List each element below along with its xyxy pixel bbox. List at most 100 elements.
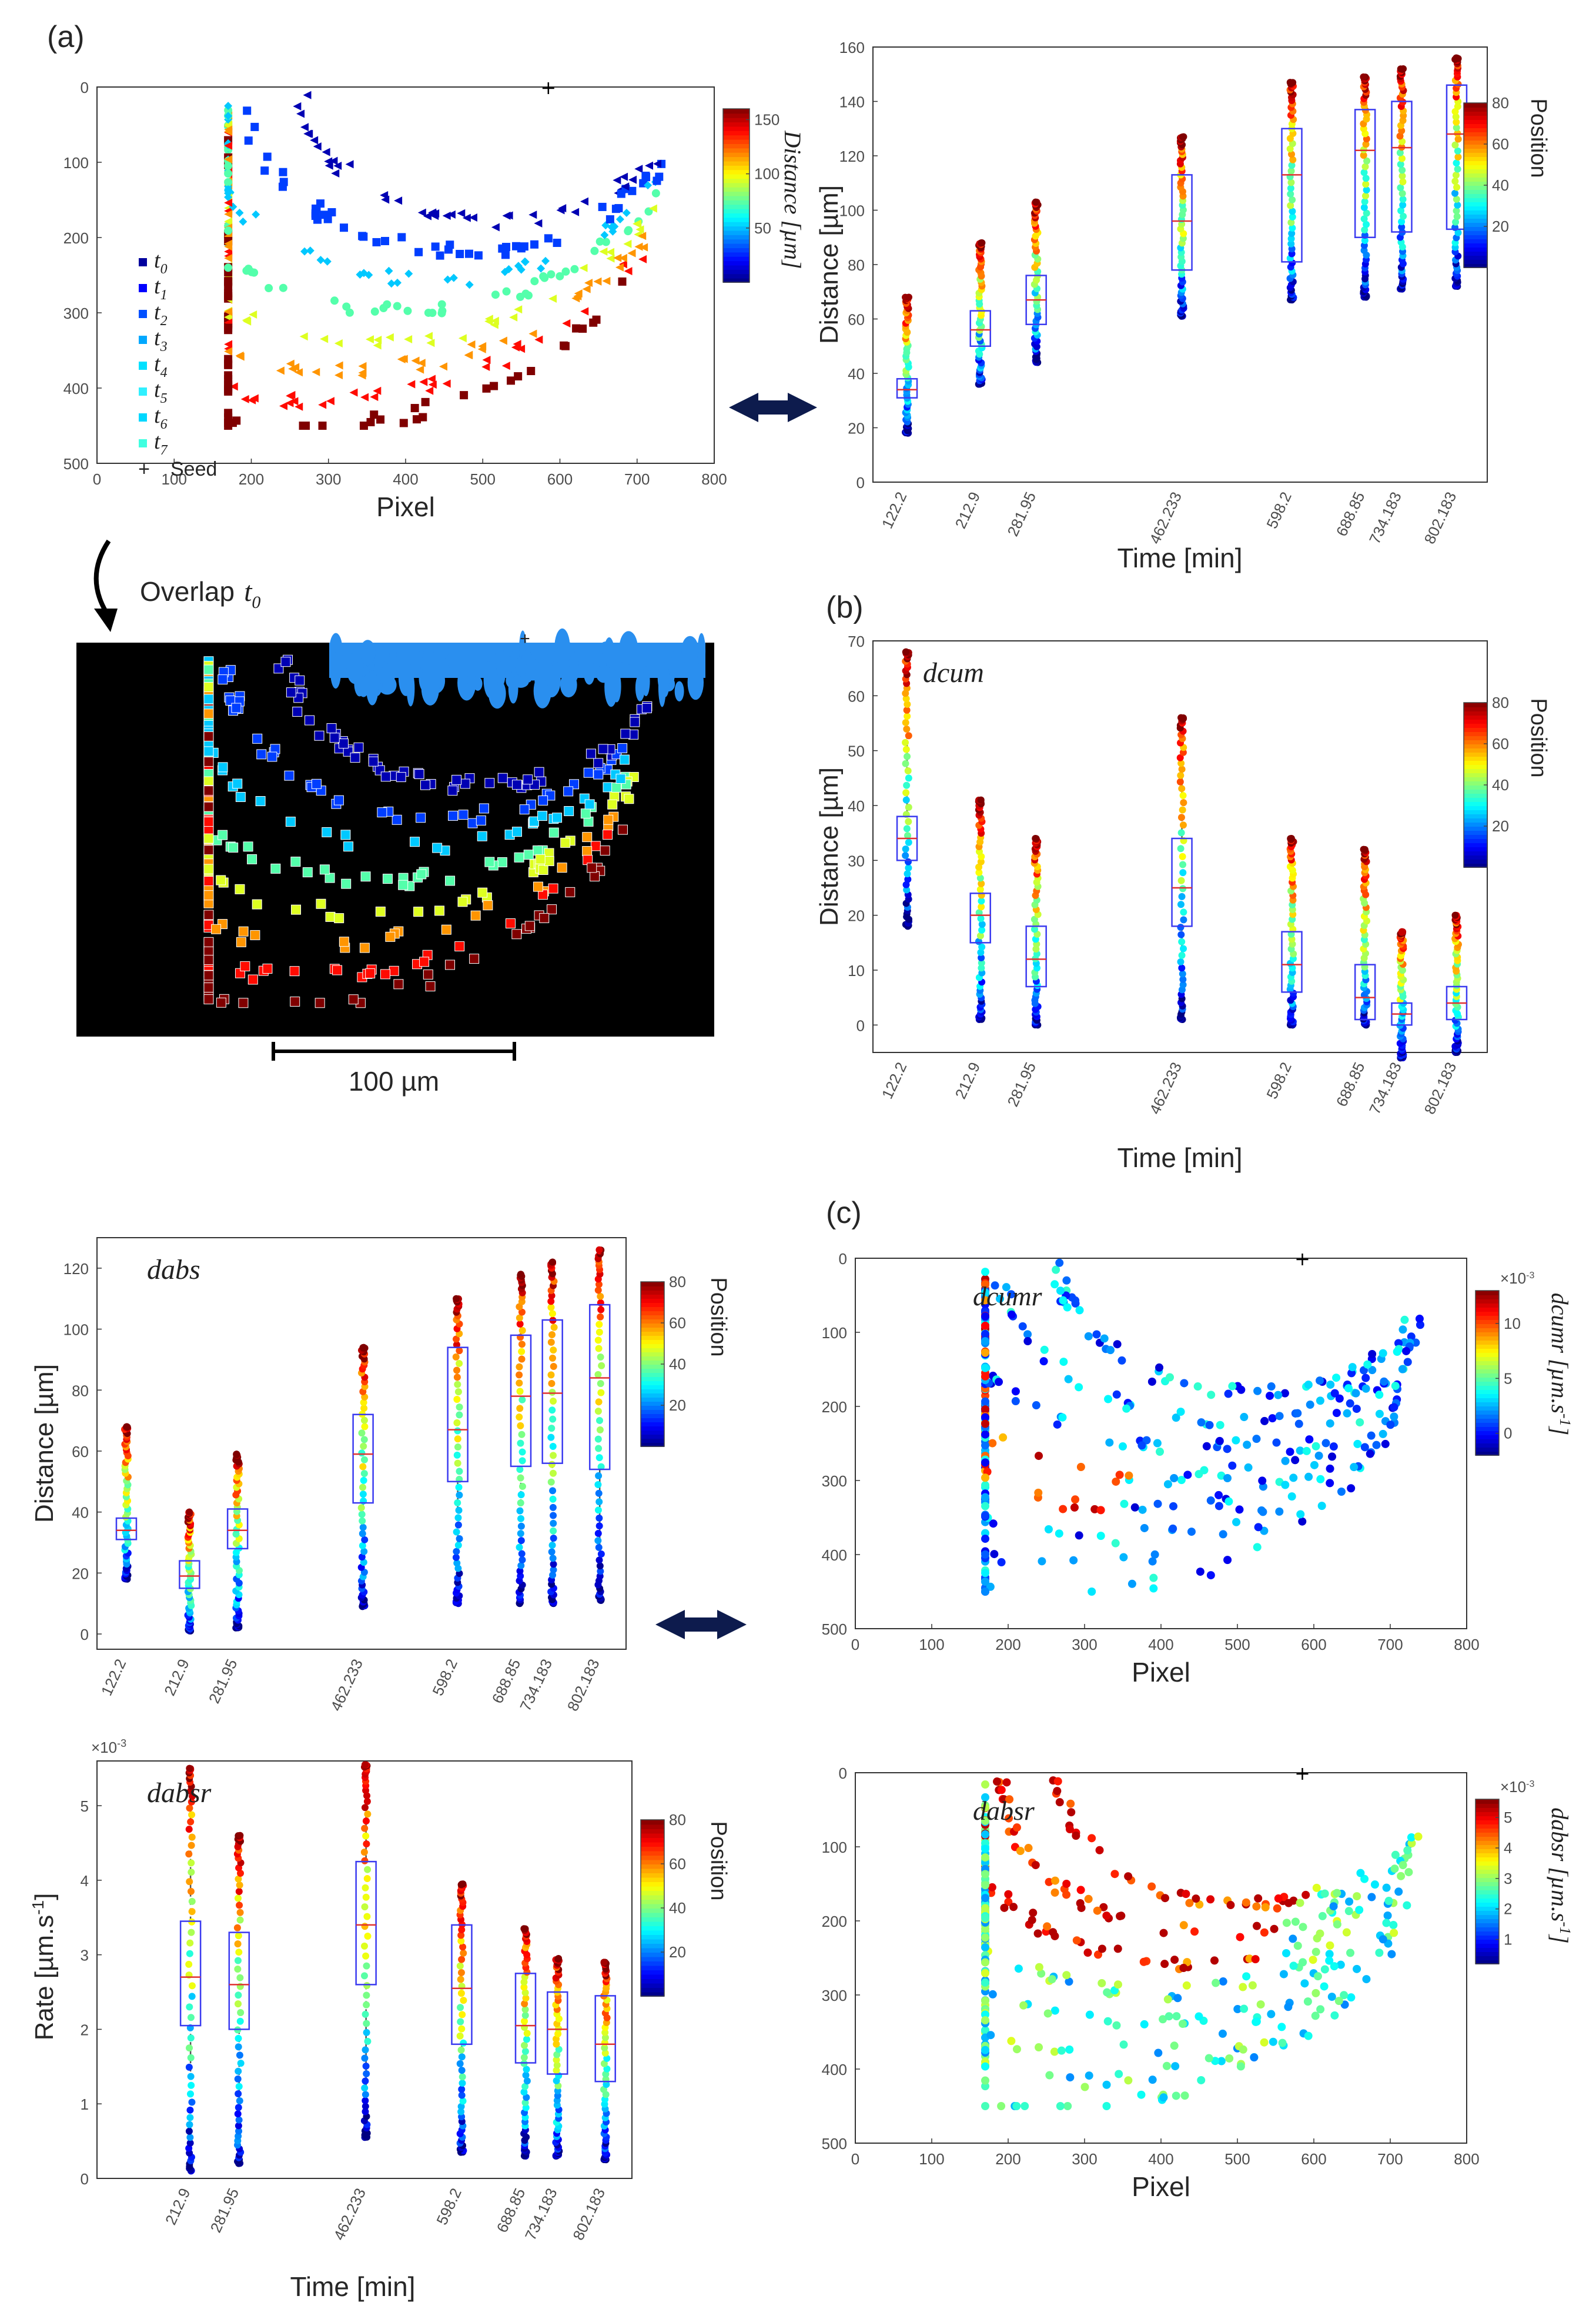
data-point [1153, 1499, 1162, 1508]
data-point [455, 1483, 463, 1491]
data-point [595, 1515, 603, 1522]
data-point [572, 324, 581, 333]
data-point [1314, 1451, 1323, 1460]
overlap-marker [365, 968, 376, 979]
colorbar-frame [722, 108, 750, 283]
data-point [1177, 814, 1185, 821]
overlap-marker [243, 841, 253, 852]
x-tick-label: 802.183 [1421, 489, 1460, 547]
colorbar-segment [641, 1430, 664, 1435]
colorbar-label: Position [706, 1277, 731, 1356]
colorbar-segment [1464, 731, 1487, 736]
data-point [453, 1451, 461, 1459]
data-point [1398, 1365, 1407, 1373]
data-point [1317, 1502, 1326, 1510]
overlap-marker [256, 749, 267, 760]
data-point [224, 263, 233, 272]
x-tick-label: 600 [1301, 1636, 1326, 1653]
data-point [1362, 1975, 1371, 1984]
data-point [224, 347, 233, 356]
data-point [250, 394, 259, 403]
data-point [516, 1320, 524, 1328]
data-point [235, 2083, 243, 2090]
data-point [561, 267, 570, 276]
data-point [286, 392, 295, 400]
data-point [1393, 1347, 1401, 1356]
data-point [235, 2000, 242, 2008]
seed-blob [687, 664, 704, 700]
data-point [624, 267, 633, 276]
overlap-marker [533, 881, 543, 892]
data-point [1207, 1391, 1216, 1399]
colorbar-segment [1464, 752, 1487, 757]
data-point [902, 738, 909, 746]
data-point [1055, 1529, 1063, 1538]
data-point [1372, 1441, 1381, 1449]
data-point [1272, 1438, 1281, 1447]
colorbar-segment [1464, 773, 1487, 777]
colorbar-segment [723, 126, 750, 131]
data-point [250, 122, 259, 131]
data-point [186, 2134, 194, 2141]
overlap-marker [505, 918, 516, 929]
data-point [594, 1537, 602, 1545]
overlap-marker [305, 715, 315, 726]
data-point [437, 309, 446, 318]
data-point [1180, 916, 1187, 924]
data-point [1154, 2048, 1163, 2057]
overlap-marker [216, 997, 226, 1008]
data-point [224, 162, 233, 171]
data-point [1178, 938, 1186, 945]
data-point [1122, 1404, 1131, 1413]
data-point [981, 1978, 989, 1987]
colorbar-segment [1475, 1352, 1499, 1357]
data-point [291, 363, 300, 372]
x-tick-label: 400 [393, 470, 418, 488]
colorbar-segment [641, 1829, 664, 1834]
x-tick-label: 600 [1301, 2150, 1326, 2168]
colorbar-segment [1464, 230, 1487, 235]
colorbar-segment [641, 1974, 664, 1979]
y-tick-label: 20 [848, 420, 865, 437]
colorbar-segment [1475, 1803, 1499, 1808]
data-point [605, 215, 614, 224]
data-point [1176, 778, 1184, 786]
overlap-marker [338, 738, 349, 749]
data-point [1453, 207, 1460, 215]
data-point [528, 210, 537, 219]
overlap-marker [451, 774, 462, 785]
data-point [1332, 1373, 1341, 1382]
data-point [555, 2046, 563, 2053]
data-point [224, 169, 233, 178]
data-point [1029, 1909, 1038, 1917]
data-point [188, 1908, 196, 1916]
data-point [1070, 1503, 1079, 1512]
data-point [1112, 2021, 1121, 2030]
data-point [1368, 1349, 1377, 1358]
axes [96, 86, 715, 464]
data-point [522, 1994, 530, 2002]
data-point [252, 210, 260, 219]
data-point [1062, 1879, 1071, 1888]
overlap-marker [211, 924, 222, 934]
data-point [997, 1558, 1006, 1567]
data-point [904, 870, 911, 878]
data-point [981, 1870, 989, 1879]
colorbar-segment [1464, 152, 1487, 157]
overlap-marker [467, 818, 478, 828]
data-point [1451, 141, 1459, 149]
colorbar-segment [1475, 1447, 1499, 1452]
data-point [1228, 1382, 1237, 1391]
data-point [1367, 1893, 1376, 1901]
colorbar-tick-label: 2 [1504, 1900, 1512, 1918]
data-point [187, 2054, 195, 2061]
colorbar-segment [1464, 177, 1487, 182]
colorbar-segment [641, 1820, 664, 1825]
data-point [1299, 1958, 1307, 1967]
data-point [362, 2063, 370, 2070]
data-point [1214, 1502, 1223, 1510]
data-point [320, 335, 329, 343]
data-point [360, 1548, 368, 1555]
data-point [516, 1543, 523, 1551]
data-point [279, 283, 287, 292]
